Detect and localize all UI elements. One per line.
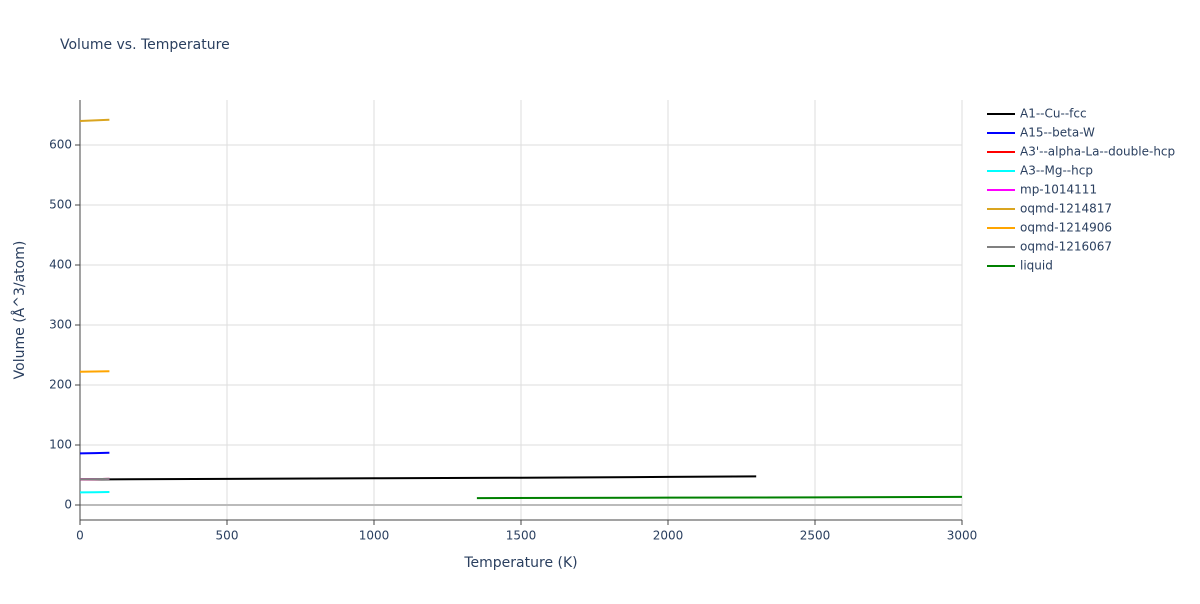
x-tick-label: 1500: [506, 529, 537, 543]
x-tick-label: 0: [76, 529, 84, 543]
legend-label: A15--beta-W: [1020, 126, 1095, 140]
legend-label: A3--Mg--hcp: [1020, 164, 1093, 178]
series-line: [80, 453, 109, 454]
series-line: [477, 497, 962, 498]
legend-label: liquid: [1020, 259, 1053, 273]
series-line: [80, 120, 109, 121]
x-tick-label: 2500: [800, 529, 831, 543]
y-tick-label: 300: [49, 318, 72, 332]
legend-label: oqmd-1216067: [1020, 240, 1112, 254]
x-axis-label: Temperature (K): [463, 555, 577, 571]
y-tick-label: 600: [49, 138, 72, 152]
legend-label: oqmd-1214906: [1020, 221, 1112, 235]
legend-label: A3'--alpha-La--double-hcp: [1020, 145, 1175, 159]
legend-label: mp-1014111: [1020, 183, 1097, 197]
x-tick-label: 500: [216, 529, 239, 543]
y-tick-label: 500: [49, 198, 72, 212]
legend-label: oqmd-1214817: [1020, 202, 1112, 216]
y-tick-label: 200: [49, 378, 72, 392]
y-axis-label: Volume (Å^3/atom): [11, 241, 28, 380]
legend-label: A1--Cu--fcc: [1020, 107, 1087, 121]
x-tick-label: 2000: [653, 529, 684, 543]
y-tick-label: 100: [49, 438, 72, 452]
series-line: [80, 476, 756, 479]
x-tick-label: 3000: [947, 529, 978, 543]
series-line: [80, 371, 109, 372]
chart-title: Volume vs. Temperature: [60, 37, 230, 53]
x-tick-label: 1000: [359, 529, 390, 543]
y-tick-label: 0: [64, 498, 72, 512]
y-tick-label: 400: [49, 258, 72, 272]
